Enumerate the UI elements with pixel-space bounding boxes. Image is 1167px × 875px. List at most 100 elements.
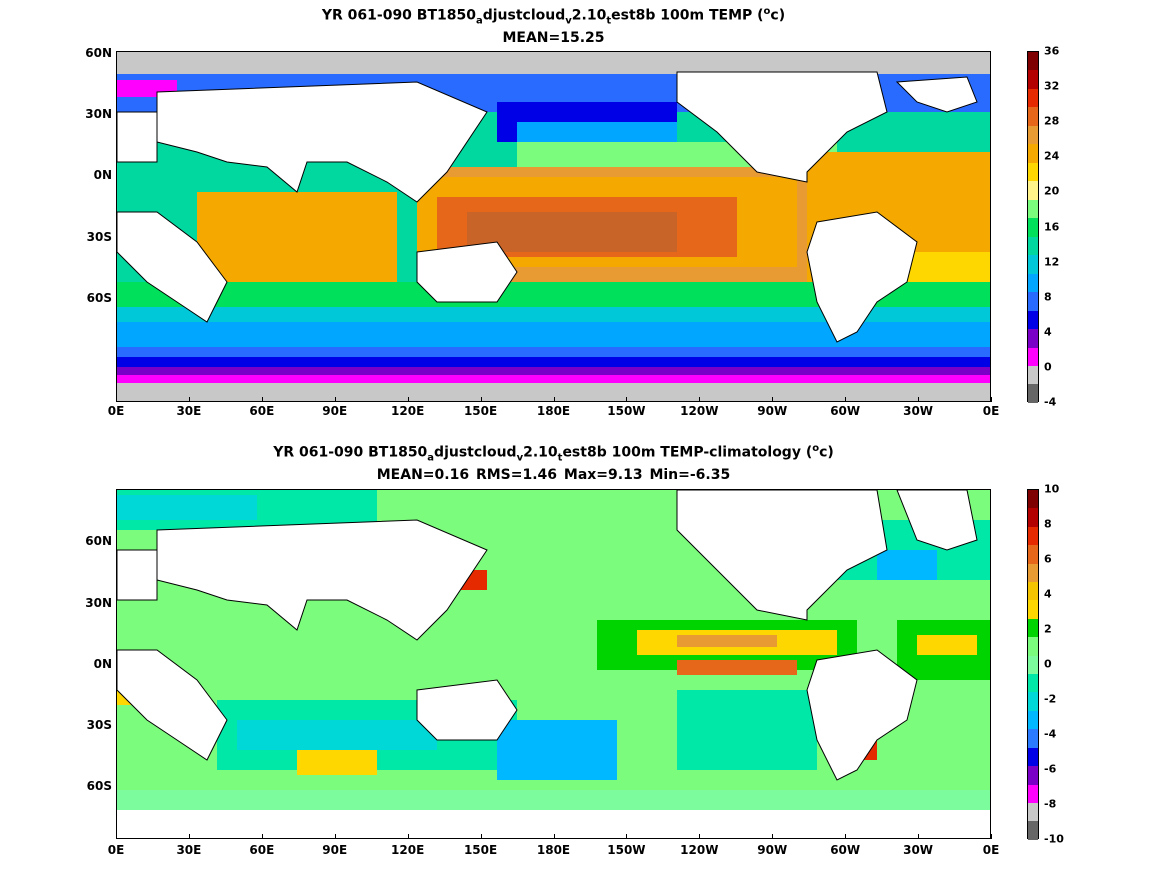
x-tick-mark	[626, 834, 628, 839]
colorbar-segment	[1028, 490, 1038, 509]
colorbar-tick-label: 32	[1044, 79, 1060, 93]
panel1-map-svg	[117, 52, 990, 401]
x-tick-mark	[261, 834, 263, 839]
colorbar-segment	[1028, 710, 1038, 730]
x-tick-mark	[845, 834, 847, 839]
colorbar-segment	[1028, 255, 1038, 274]
colorbar-segment	[1028, 292, 1038, 311]
colorbar-segment	[1028, 218, 1038, 237]
y-tick-label: 60S	[86, 291, 112, 305]
colorbar-tick-label: 4	[1044, 587, 1052, 601]
panel2-title: YR 061-090 BT1850adjustcloudv2.10test8b …	[273, 443, 834, 464]
x-tick-label: 120E	[391, 404, 425, 418]
colorbar-segment	[1028, 821, 1038, 840]
x-tick-mark	[845, 397, 847, 402]
colorbar-segment	[1028, 125, 1038, 145]
x-tick-mark	[991, 834, 992, 839]
x-tick-label: 180E	[536, 404, 571, 418]
x-tick-label: 0E	[982, 843, 1000, 857]
colorbar-segment	[1028, 618, 1038, 638]
panel1-title: YR 061-090 BT1850adjustcloudv2.10test8b …	[321, 6, 786, 27]
colorbar-segment	[1028, 52, 1038, 71]
x-tick-mark	[699, 834, 701, 839]
colorbar-tick-label: 10	[1044, 482, 1060, 496]
colorbar-segment	[1028, 107, 1038, 126]
y-tick-label: 0N	[93, 657, 112, 671]
y-tick-label: 30S	[86, 718, 112, 732]
x-tick-label: 150W	[607, 843, 646, 857]
x-tick-mark	[407, 834, 409, 839]
colorbar-segment	[1028, 545, 1038, 564]
panel2-stats: MEAN=0.16 RMS=1.46 Max=9.13 Min=-6.35	[376, 467, 731, 483]
colorbar-segment	[1028, 365, 1038, 385]
colorbar-tick-label: 8	[1044, 517, 1052, 531]
colorbar-tick-label: -6	[1044, 762, 1057, 776]
colorbar-tick-label: -10	[1044, 832, 1064, 846]
colorbar-tick-label: -2	[1044, 692, 1057, 706]
x-tick-label: 30E	[176, 843, 202, 857]
x-tick-mark	[699, 397, 701, 402]
x-tick-label: 60W	[830, 843, 861, 857]
x-tick-mark	[407, 397, 409, 402]
x-tick-label: 90E	[322, 843, 348, 857]
y-tick-label: 0N	[93, 168, 112, 182]
colorbar-tick-label: 4	[1044, 325, 1052, 339]
colorbar-segment	[1028, 310, 1038, 330]
x-tick-label: 30W	[903, 404, 934, 418]
colorbar-segment	[1028, 802, 1038, 822]
x-tick-mark	[334, 834, 336, 839]
colorbar-tick-label: 8	[1044, 290, 1052, 304]
x-tick-mark	[553, 397, 555, 402]
colorbar-segment	[1028, 508, 1038, 527]
x-tick-label: 60E	[249, 843, 275, 857]
x-tick-mark	[334, 397, 336, 402]
x-tick-mark	[480, 834, 482, 839]
colorbar-segment	[1028, 563, 1038, 583]
colorbar-tick-label: 12	[1044, 255, 1060, 269]
x-tick-mark	[772, 397, 774, 402]
y-tick-label: 60N	[85, 534, 112, 548]
y-tick-label: 30N	[85, 596, 112, 610]
colorbar-tick-label: -8	[1044, 797, 1057, 811]
x-tick-label: 0E	[107, 843, 125, 857]
panel1-stats: MEAN=15.25	[502, 30, 605, 46]
colorbar-segment	[1028, 637, 1038, 656]
colorbar-segment	[1028, 747, 1038, 767]
colorbar-segment	[1028, 582, 1038, 601]
panel2-map	[116, 489, 991, 839]
x-tick-mark	[480, 397, 482, 402]
colorbar-tick-label: 28	[1044, 114, 1060, 128]
panel2-colorbar	[1027, 489, 1039, 840]
colorbar-segment	[1028, 329, 1038, 348]
colorbar-segment	[1028, 784, 1038, 803]
panel1-map	[116, 51, 991, 402]
colorbar-segment	[1028, 144, 1038, 163]
colorbar-segment	[1028, 674, 1038, 693]
colorbar-tick-label: -4	[1044, 727, 1057, 741]
x-tick-label: 0E	[107, 404, 125, 418]
colorbar-segment	[1028, 600, 1038, 619]
colorbar-segment	[1028, 526, 1038, 546]
x-tick-label: 180E	[536, 843, 571, 857]
x-tick-mark	[918, 397, 920, 402]
x-tick-mark	[918, 834, 920, 839]
colorbar-tick-label: 6	[1044, 552, 1052, 566]
x-tick-label: 0E	[982, 404, 1000, 418]
colorbar-segment	[1028, 181, 1038, 200]
x-tick-mark	[188, 834, 190, 839]
x-tick-label: 90W	[757, 404, 788, 418]
x-tick-label: 60E	[249, 404, 275, 418]
colorbar-segment	[1028, 766, 1038, 785]
y-tick-label: 60S	[86, 779, 112, 793]
x-tick-label: 150E	[463, 843, 498, 857]
x-tick-label: 120E	[391, 843, 425, 857]
colorbar-segment	[1028, 273, 1038, 293]
x-tick-mark	[188, 397, 190, 402]
x-tick-mark	[116, 834, 117, 839]
x-tick-label: 60W	[830, 404, 861, 418]
colorbar-segment	[1028, 384, 1038, 403]
colorbar-tick-label: 0	[1044, 657, 1052, 671]
colorbar-segment	[1028, 729, 1038, 748]
colorbar-tick-label: 2	[1044, 622, 1052, 636]
x-tick-mark	[991, 397, 992, 402]
